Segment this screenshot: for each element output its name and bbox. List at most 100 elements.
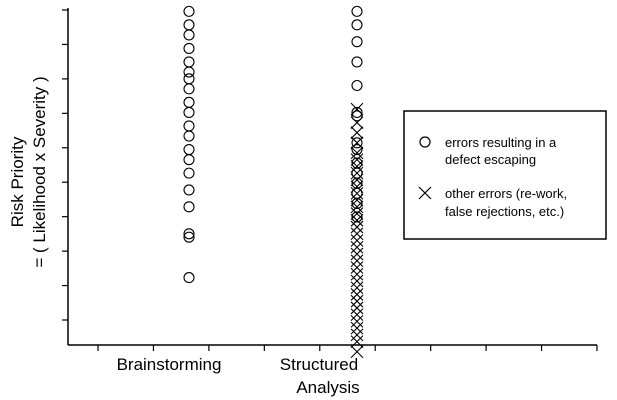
x-point — [350, 328, 364, 342]
circle-point — [183, 73, 195, 85]
legend-item-1-line1: errors resulting in a — [445, 135, 557, 150]
legend-x-marker — [418, 186, 432, 200]
x-stroke-b — [350, 213, 364, 227]
x-point — [350, 234, 364, 247]
x-stroke-b — [350, 294, 364, 308]
x-point — [350, 288, 364, 301]
x-stroke-b — [350, 335, 364, 349]
x-point — [350, 321, 364, 335]
x-point — [350, 301, 364, 315]
circle-point — [183, 19, 195, 31]
x-point — [350, 227, 364, 241]
y-label-line1-group: Risk Priority — [8, 136, 27, 227]
x-point — [350, 213, 364, 227]
x-stroke-b — [350, 301, 364, 315]
x-label-brainstorming: Brainstorming — [117, 355, 222, 374]
axes — [67, 8, 597, 346]
circle-point — [351, 19, 363, 31]
circle-point — [351, 211, 363, 223]
x-stroke-b — [350, 267, 364, 281]
x-stroke-b — [350, 207, 364, 220]
circle-point — [351, 106, 363, 119]
circle-point — [351, 197, 363, 210]
circle-point — [183, 272, 195, 284]
circle-point — [351, 56, 363, 68]
x-stroke-b — [350, 136, 364, 150]
circle-point — [183, 184, 195, 196]
x-point — [350, 254, 364, 268]
x-stroke-b — [350, 220, 364, 234]
x-stroke-b — [350, 240, 364, 254]
x-stroke-b — [350, 227, 364, 241]
x-point — [350, 315, 364, 328]
x-point — [350, 274, 364, 288]
x-point — [350, 335, 364, 349]
circle-point — [351, 79, 363, 92]
x-stroke-b — [350, 328, 364, 342]
y-axis-label-line1: Risk Priority — [8, 136, 27, 227]
x-point — [350, 267, 364, 281]
x-stroke-b — [350, 200, 364, 214]
x-point — [350, 308, 364, 322]
y-ticks — [62, 9, 68, 321]
x-stroke-b — [350, 173, 364, 187]
x-point — [350, 180, 364, 193]
x-stroke-b — [350, 288, 364, 301]
circle-point — [183, 231, 195, 243]
circle-point — [183, 201, 195, 213]
x-label-analysis: Analysis — [296, 378, 359, 397]
x-point — [350, 281, 364, 295]
x-stroke-b — [350, 180, 364, 193]
circle-point — [183, 130, 195, 142]
x-ticks — [97, 345, 598, 351]
x-stroke-b — [350, 274, 364, 288]
x-stroke-b — [350, 345, 364, 359]
x-point — [350, 345, 364, 359]
circle-point — [183, 56, 195, 68]
x-stroke-b — [350, 234, 364, 247]
x-stroke-b — [350, 116, 364, 129]
legend-circle-marker — [419, 136, 431, 148]
circle-point — [183, 106, 195, 119]
circle-point — [351, 143, 363, 156]
circle-point — [351, 137, 363, 149]
x-stroke-b — [350, 126, 364, 140]
circle-point — [183, 228, 195, 240]
x-stroke-b — [350, 281, 364, 295]
x-stroke-b — [350, 102, 364, 116]
circle-point — [183, 5, 195, 17]
circle-point — [183, 29, 195, 41]
x-point — [350, 173, 364, 187]
legend: errors resulting in a defect escaping ot… — [403, 110, 607, 240]
y-axis-label-line2: = ( Likelihood x Severity ) — [30, 76, 49, 267]
x-point — [350, 186, 364, 200]
circle-point — [183, 83, 195, 95]
circle-point — [183, 167, 195, 179]
x-point — [350, 153, 364, 167]
circle-point — [351, 5, 363, 17]
legend-item-1-line2: defect escaping — [445, 152, 536, 167]
circle-point — [351, 36, 363, 48]
x-stroke-b — [350, 153, 364, 167]
circle-point — [183, 120, 195, 132]
x-point — [350, 193, 364, 207]
circle-point — [183, 96, 195, 108]
legend-box — [403, 110, 607, 240]
x-label-structured: Structured — [280, 355, 358, 374]
x-stroke-b — [350, 321, 364, 335]
x-point — [350, 146, 364, 160]
x-point — [350, 116, 364, 129]
data-marks — [183, 5, 364, 359]
x-point — [350, 261, 364, 274]
y-label-line2-group: = ( Likelihood x Severity ) — [30, 76, 49, 267]
x-point — [350, 102, 364, 116]
legend-item-2-line2: false rejections, etc.) — [445, 204, 564, 219]
x-stroke-b — [350, 146, 364, 160]
x-stroke-b — [350, 315, 364, 328]
x-stroke-b — [350, 160, 364, 173]
x-point — [350, 166, 364, 180]
x-point — [350, 126, 364, 140]
circle-point — [183, 154, 195, 166]
x-stroke-b — [350, 193, 364, 207]
